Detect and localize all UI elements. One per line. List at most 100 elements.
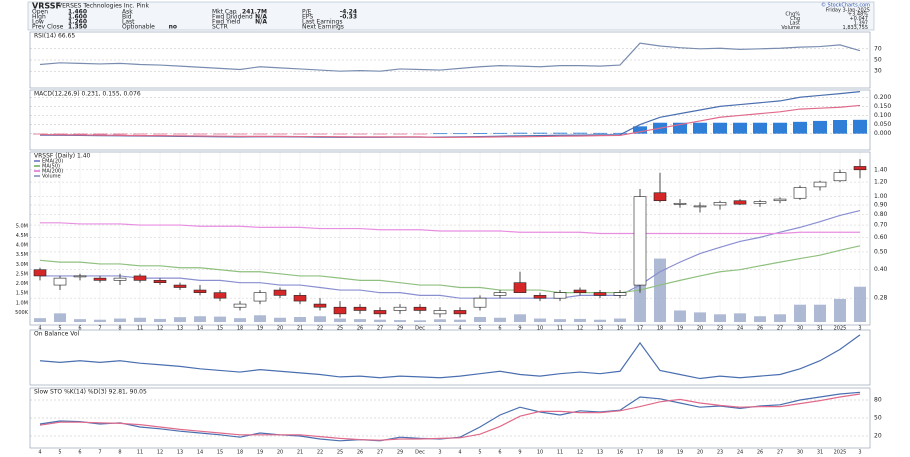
candle-body [513,282,527,293]
x-tick-label: 9 [518,450,521,456]
x-tick-label: 19 [257,326,263,332]
histogram-bar [73,133,87,135]
y-tick-label: 80 [874,397,882,404]
quote-label: Open [32,9,48,16]
quote-label: Mkt Cap [212,9,237,16]
candle-body [253,292,267,302]
candle-body [33,269,47,277]
histogram-bar [313,133,327,135]
volume-bar [334,318,346,322]
histogram-bar [813,120,827,134]
volume-bar [454,319,466,322]
y-tick-label: 1.20 [874,179,888,186]
volume-bar [194,316,206,322]
histogram-bar [233,133,247,135]
x-tick-label: 4 [38,326,41,332]
candle-body [393,306,407,311]
x-tick-label: 24 [737,450,743,456]
candle-body [113,277,127,281]
x-tick-label: 18 [657,450,663,456]
volume-tick-label: 2.0M [16,281,28,287]
x-tick-label: 5 [58,450,61,456]
candle-body [773,198,787,202]
volume-bar [794,304,806,322]
volume-tick-label: 5.0M [16,223,28,229]
quote-label: Fwd Yield [212,19,241,26]
x-tick-label: 7 [98,450,101,456]
candle-body [153,280,167,283]
y-tick-label: 0.100 [874,112,891,119]
price-label: VRSSF (Daily) 1.40 [34,153,91,160]
y-tick-label: 0.28 [874,295,888,302]
histogram-bar [133,133,147,135]
volume-bar [114,318,126,322]
candle-body [73,275,87,278]
volume-bar [854,286,866,322]
x-tick-label: 16 [617,450,623,456]
volume-bar [414,320,426,322]
header-box [27,1,875,31]
histogram-bar [393,133,407,135]
candle-body [293,295,307,302]
y-tick-label: 20 [874,433,882,440]
change-value: 1.397 [854,21,868,27]
x-tick-label: 5 [478,450,481,456]
overlay-line [40,222,860,235]
x-tick-label: 21 [297,450,303,456]
candle-body [633,196,647,286]
y-tick-label: 0.70 [874,222,888,229]
histogram-bar [673,122,687,134]
company: VERSES Technologies Inc. Pink [58,3,149,10]
x-tick-label: 11 [137,450,143,456]
indicator-line [39,334,861,380]
y-tick-label: 0.150 [874,103,891,110]
volume-bar [154,318,166,322]
quote-label: Bid [122,14,132,21]
y-tick-label: 0.60 [874,234,888,241]
candle-body [613,292,627,296]
x-tick-label: 20 [277,450,283,456]
quote-value: 1.600 [68,14,87,21]
x-tick-label: 10 [537,326,543,332]
candle-body [533,295,547,299]
x-tick-label: 23 [717,450,723,456]
volume-tick-label: 4.0M [16,243,28,249]
x-tick-label: 31 [817,450,823,456]
x-tick-label: 4 [38,450,41,456]
legend-swatch [34,165,40,167]
quote-label: Last Earnings [302,19,342,26]
histogram-bar [593,132,607,134]
histogram-bar [113,133,127,135]
x-tick-label: Dec [415,450,425,456]
candle-body [673,202,687,205]
panel-label: RSI(14) 66.65 [34,33,75,40]
indicator-line [39,393,861,441]
legend-swatch [34,170,40,172]
x-tick-label: 26 [757,450,763,456]
x-tick-label: 3 [858,326,861,332]
candle-body [833,172,847,182]
change-value: 1,833,755 [843,25,868,31]
volume-bar [714,314,726,322]
histogram-bar [613,132,627,134]
histogram-bar [173,133,187,135]
quote-value: 241.7M [242,9,267,16]
quote-label: SCTR [212,24,228,31]
y-tick-label: 30 [874,68,882,75]
volume-bar [294,317,306,322]
x-tick-label: 6 [498,326,501,332]
x-tick-label: 11 [557,450,563,456]
histogram-bar [333,133,347,135]
quote-value: -0.33 [340,14,357,21]
x-tick-label: 24 [737,326,743,332]
volume-bar [534,318,546,322]
volume-bar [74,319,86,322]
candle-body [173,284,187,288]
volume-bar [754,316,766,322]
volume-bar [474,317,486,322]
x-tick-label: 13 [177,326,183,332]
y-tick-label: 0.050 [874,121,891,128]
indicator-line [39,104,861,139]
x-tick-label: 17 [637,326,643,332]
candle-body [53,277,67,286]
